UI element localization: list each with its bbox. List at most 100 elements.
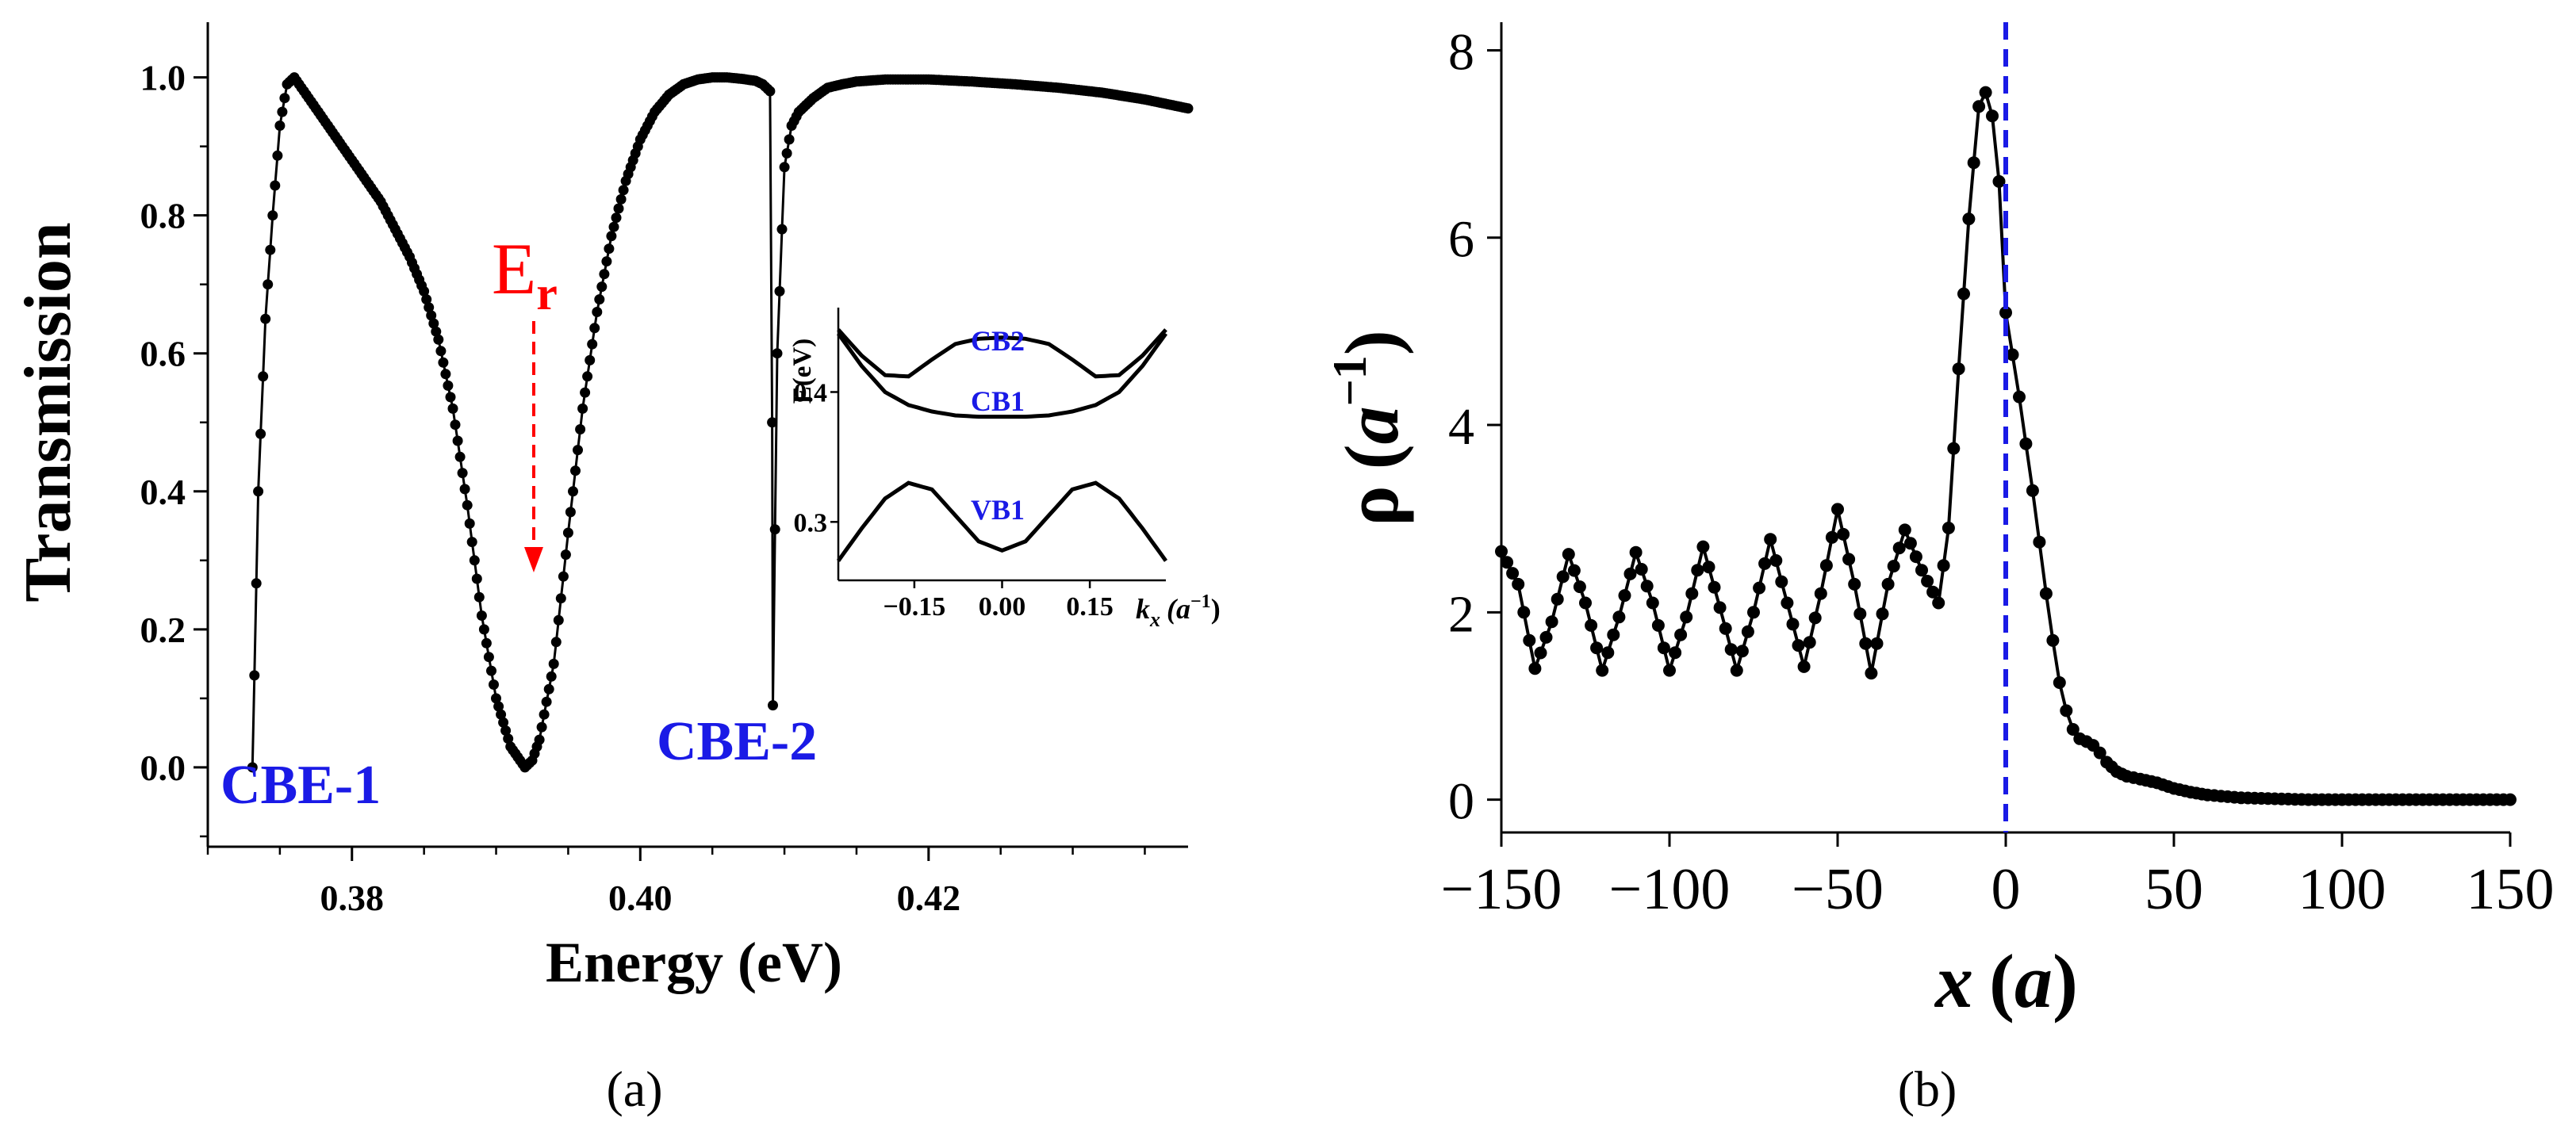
density-point [1881, 577, 1895, 591]
transmission-point [558, 571, 569, 582]
transmission-point [433, 334, 444, 345]
transmission-point [255, 428, 266, 439]
panel-b-x-label-open: ( [1989, 939, 2014, 1024]
transmission-point [498, 717, 509, 728]
panel-b-y-tick-label: 6 [1448, 211, 1474, 269]
transmission-point [594, 294, 605, 305]
density-point [1640, 580, 1654, 593]
transmission-point [765, 86, 776, 97]
inset-x-axis-label: kx (a−1) [1136, 591, 1221, 631]
density-point [1952, 362, 1965, 376]
panel-a-y-tick-label: 0.8 [140, 196, 186, 236]
transmission-point [776, 224, 788, 235]
density-point [1562, 548, 1575, 561]
inset-x-label-unit: (a [1167, 593, 1190, 625]
density-point [1842, 553, 1856, 566]
transmission-point [471, 573, 482, 584]
transmission-point [438, 357, 449, 368]
transmission-point [459, 484, 470, 495]
density-point [2046, 633, 2060, 647]
density-point [1848, 577, 1861, 591]
density-point [1786, 618, 1800, 631]
caption-b: (b) [1898, 1061, 1957, 1117]
panel-b-x-tick-label: 50 [2145, 857, 2203, 922]
density-point [1758, 557, 1772, 570]
transmission-point [573, 445, 583, 456]
density-point [1967, 156, 1980, 170]
transmission-point [445, 392, 456, 403]
transmission-point [481, 637, 492, 649]
transmission-point [447, 403, 458, 414]
transmission-point [555, 593, 566, 604]
density-point [1551, 592, 1564, 606]
density-point [1696, 540, 1710, 553]
transmission-point [618, 185, 629, 196]
transmission-point [274, 121, 286, 131]
transmission-point [613, 203, 624, 214]
inset-x-tick-label: −0.15 [883, 592, 945, 622]
transmission-point [536, 721, 547, 733]
band-label-cb2: CB2 [971, 325, 1025, 357]
transmission-point [421, 294, 432, 305]
density-point [2053, 676, 2066, 689]
density-point [1556, 570, 1570, 584]
transmission-point [457, 468, 468, 479]
panel-b-y-tick-label: 0 [1448, 773, 1474, 831]
density-point [1825, 530, 1838, 544]
band-structure-inset: −0.15 0.00 0.15 0.3 0.4 E(eV) kx (a−1) CB2 CB… [788, 308, 1221, 631]
density-point [1781, 596, 1794, 610]
density-point [1979, 86, 1992, 99]
panel-b-y-label-exp: −1 [1324, 355, 1376, 406]
density-point [1831, 503, 1844, 516]
panel-a-x-tick-label: 0.38 [320, 878, 385, 918]
density-point [1808, 611, 1822, 625]
transmission-point [496, 709, 507, 720]
resonance-arrowhead-icon [523, 547, 543, 572]
transmission-point [550, 637, 562, 648]
panel-b-y-axis-label: ρ (a−1) [1324, 330, 1414, 526]
transmission-point [272, 150, 283, 161]
density-point [2066, 723, 2080, 736]
density-point [1539, 630, 1553, 644]
density-point [1674, 628, 1688, 641]
transmission-point [611, 212, 622, 224]
panel-b-axes: −150 −100 −50 0 50 100 150 0 2 4 6 8 [1441, 22, 2555, 922]
density-point [2026, 484, 2039, 497]
panel-b-data-layer [1495, 86, 2517, 806]
density-point [1876, 607, 1889, 621]
density-point [1506, 567, 1520, 580]
density-point [1573, 580, 1586, 594]
density-point [1803, 636, 1816, 649]
transmission-point [469, 555, 480, 566]
transmission-curve [251, 75, 1189, 770]
density-point [1567, 564, 1581, 577]
panel-b-x-axis-label: x (a) [1934, 939, 2078, 1024]
panel-b-x-tick-label: −50 [1792, 857, 1884, 922]
inset-x-tick-label: 0.15 [1066, 592, 1114, 622]
transmission-point [263, 279, 274, 290]
cbe-2-label: CBE-2 [657, 711, 817, 772]
transmission-point [265, 244, 276, 255]
density-point [1517, 606, 1531, 619]
panel-a-y-tick-label: 0.6 [140, 334, 186, 374]
panel-a-x-tick-label: 0.42 [897, 878, 961, 918]
density-point [1937, 559, 1950, 572]
panel-a-y-tick-label: 0.0 [140, 748, 186, 788]
transmission-point [534, 734, 545, 745]
panel-b-x-label-unit: a [2014, 939, 2053, 1024]
density-point [1523, 633, 1536, 647]
transmission-point [577, 403, 588, 414]
density-point [1713, 601, 1727, 614]
panel-b-x-tick-label: 0 [1991, 857, 2021, 922]
transmission-point [541, 696, 552, 707]
transmission-point [253, 486, 264, 497]
transmission-point [582, 371, 593, 382]
transmission-point [772, 348, 783, 359]
transmission-point [560, 549, 571, 561]
density-point [1651, 618, 1665, 632]
transmission-point [1183, 103, 1194, 114]
transmission-point [489, 679, 499, 690]
transmission-point [596, 281, 608, 293]
